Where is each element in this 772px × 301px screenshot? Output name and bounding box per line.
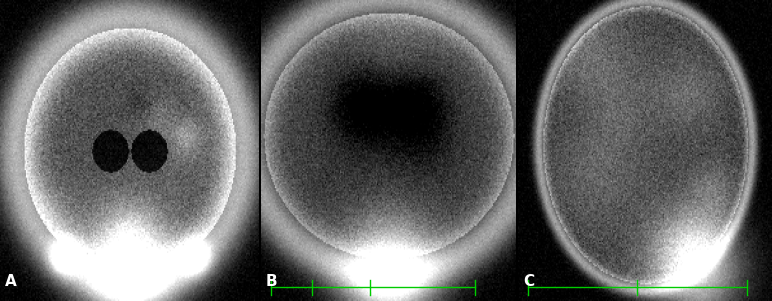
Text: B: B xyxy=(266,274,278,289)
Text: C: C xyxy=(523,274,534,289)
Text: A: A xyxy=(5,274,17,289)
